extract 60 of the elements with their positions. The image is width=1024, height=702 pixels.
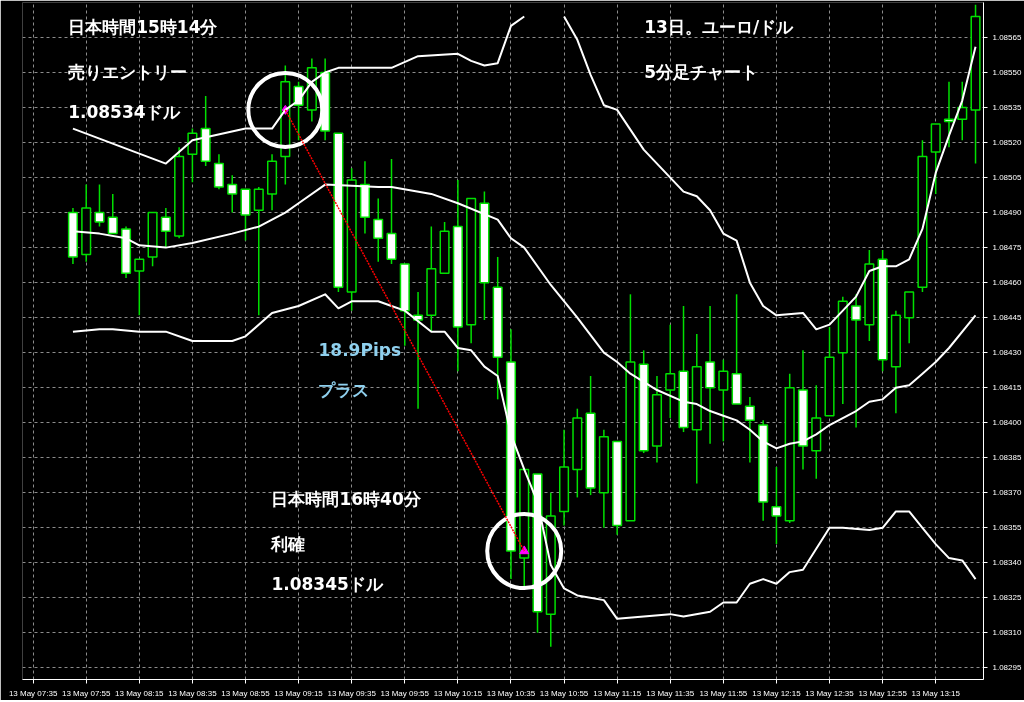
candlestick <box>227 174 238 214</box>
y-tick-label: 1.08355 <box>992 523 1022 533</box>
x-tick-label: 13 May 11:15 <box>593 688 642 698</box>
x-tick-label: 13 May 08:15 <box>115 688 165 698</box>
annotation: 日本時間16時40分 <box>271 489 422 510</box>
x-tick-label: 13 May 08:35 <box>168 688 218 698</box>
candlestick <box>160 207 171 249</box>
y-tick-label: 1.08400 <box>992 418 1022 428</box>
candlestick <box>665 323 676 419</box>
x-tick-label: 13 May 09:55 <box>380 688 430 698</box>
annotation: 利確 <box>270 533 306 554</box>
candlestick <box>718 358 729 443</box>
annotation: 日本時間15時14分 <box>68 17 219 38</box>
x-tick-label: 13 May 12:55 <box>858 688 908 698</box>
candlestick <box>373 197 384 263</box>
y-tick-label: 1.08385 <box>992 453 1022 463</box>
y-tick-label: 1.08520 <box>992 138 1022 148</box>
x-tick-label: 13 May 11:35 <box>646 688 695 698</box>
y-tick-label: 1.08325 <box>992 593 1022 603</box>
annotation: 売りエントリー <box>68 62 188 83</box>
y-tick-label: 1.08565 <box>992 33 1022 43</box>
candlestick <box>253 186 264 317</box>
x-tick-label: 13 May 12:15 <box>752 688 802 698</box>
x-tick-label: 13 May 12:35 <box>805 688 855 698</box>
candlestick <box>213 153 225 191</box>
x-tick-label: 13 May 10:55 <box>539 688 589 698</box>
y-tick-label: 1.08370 <box>992 488 1022 498</box>
text: 5分足チャート <box>644 62 759 83</box>
y-tick-label: 1.08535 <box>992 103 1022 113</box>
candlestick <box>134 258 145 317</box>
y-tick-label: 1.08550 <box>992 68 1022 78</box>
annotation: 18.9Pips <box>318 340 402 361</box>
y-tick-label: 1.08295 <box>992 663 1022 673</box>
y-tick-label: 1.08460 <box>992 278 1022 288</box>
text: 13日。ユーロ/ドル <box>644 17 795 38</box>
y-tick-label: 1.08505 <box>992 173 1022 183</box>
x-tick-label: 13 May 11:55 <box>699 688 748 698</box>
candlestick <box>187 127 198 184</box>
x-tick-label: 13 May 07:35 <box>8 688 58 698</box>
x-tick-label: 13 May 07:55 <box>61 688 111 698</box>
annotation: 1.08534ドル <box>68 101 181 122</box>
y-tick-label: 1.08430 <box>992 348 1022 358</box>
y-tick-label: 1.08490 <box>992 208 1022 218</box>
x-tick-label: 13 May 13:15 <box>911 688 961 698</box>
y-tick-label: 1.08415 <box>992 383 1022 393</box>
y-tick-label: 1.08445 <box>992 313 1022 323</box>
candlestick <box>771 466 782 545</box>
x-tick-label: 13 May 10:35 <box>486 688 536 698</box>
x-tick-label: 13 May 09:35 <box>327 688 377 698</box>
x-tick-label: 13 May 08:55 <box>221 688 271 698</box>
x-tick-label: 13 May 10:15 <box>433 688 483 698</box>
candlestick <box>107 193 118 235</box>
candlestick <box>943 81 955 148</box>
y-tick-label: 1.08340 <box>992 558 1022 568</box>
y-tick-label: 1.08475 <box>992 243 1022 253</box>
annotation: プラス <box>318 379 370 400</box>
x-tick-label: 13 May 09:15 <box>274 688 324 698</box>
annotation: 1.08345ドル <box>271 573 384 594</box>
y-tick-label: 1.08310 <box>992 628 1022 638</box>
candlestick <box>94 183 105 228</box>
